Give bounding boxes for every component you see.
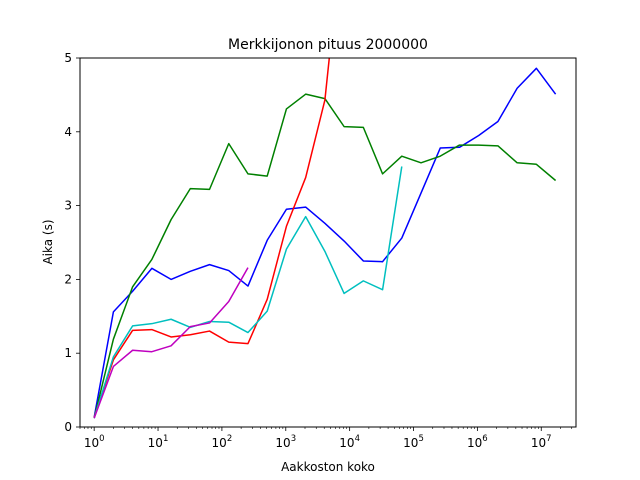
series-line-1 [93,67,557,418]
x-tick-label: 103 [275,434,296,450]
series-layer [93,58,557,419]
y-axis: 0 1 2 3 4 5 [64,51,80,434]
x-tick-label: 102 [212,434,233,450]
y-axis-label: Aika (s) [41,219,55,264]
x-axis-label: Aakkoston koko [281,460,375,474]
x-axis: 100 101 102 103 104 105 106 107 [79,427,573,450]
x-tick-label: 101 [148,434,169,450]
y-tick-label: 5 [64,51,72,65]
plot-frame [79,57,577,428]
series-line-4 [93,166,403,419]
x-tick-label: 105 [403,434,424,450]
x-tick-label: 106 [467,434,488,450]
y-tick-label: 3 [64,199,72,213]
y-tick-label: 4 [64,125,72,139]
y-tick-label: 1 [64,346,72,360]
y-tick-label: 2 [64,272,72,286]
series-line-5 [93,267,249,419]
x-tick-label: 107 [531,434,552,450]
chart-title: Merkkijonon pituus 2000000 [228,37,428,53]
x-tick-label: 104 [339,434,360,450]
x-tick-label: 100 [84,434,105,450]
series-line-3 [93,58,331,418]
y-tick-label: 0 [64,420,72,434]
